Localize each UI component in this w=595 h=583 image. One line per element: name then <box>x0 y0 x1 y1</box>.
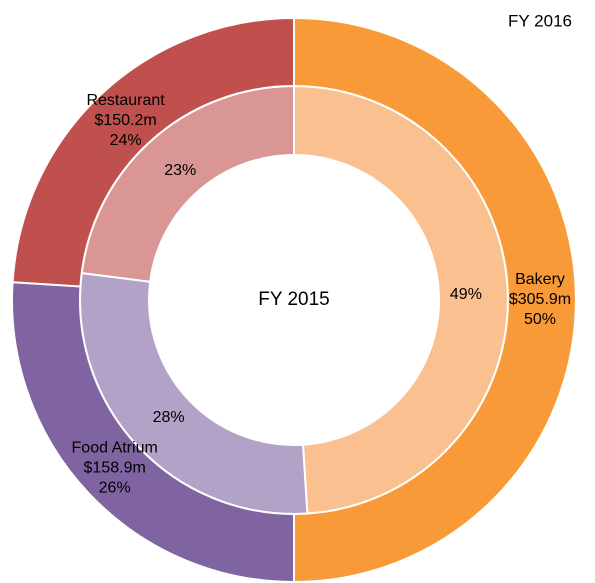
category-label: Food Atrium <box>72 440 158 457</box>
outer-ring-title: FY 2016 <box>508 11 572 30</box>
value-label: 24% <box>110 132 142 149</box>
value-label: 26% <box>99 480 131 497</box>
value-label: 23% <box>164 162 196 179</box>
value-label: 49% <box>450 286 482 303</box>
amount-label: $150.2m <box>94 112 156 129</box>
amount-label: $305.9m <box>509 291 571 308</box>
category-label: Restaurant <box>86 92 165 109</box>
amount-label: $158.9m <box>84 460 146 477</box>
category-label: Bakery <box>515 271 565 288</box>
value-label: 50% <box>524 311 556 328</box>
donut-slice <box>293 16 577 583</box>
value-label: 28% <box>153 409 185 426</box>
inner-ring-title: FY 2015 <box>258 289 329 310</box>
donut-slice <box>11 281 295 583</box>
